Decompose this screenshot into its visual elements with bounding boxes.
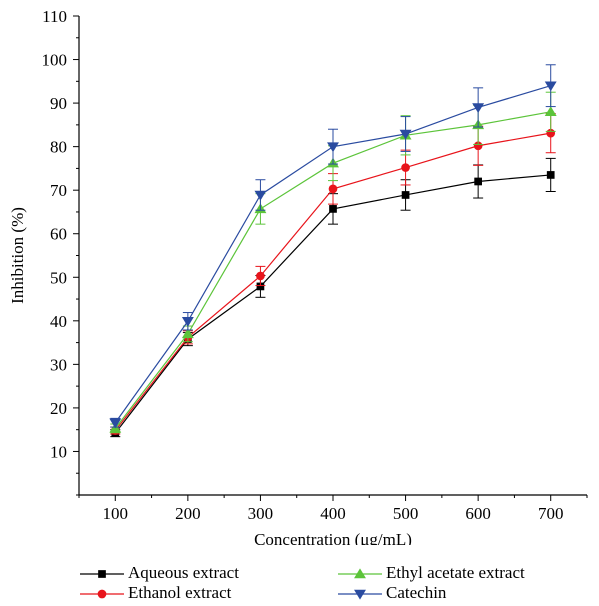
y-tick-label: 100 (42, 51, 68, 70)
data-point (399, 129, 412, 140)
legend-swatch-square-icon (80, 570, 124, 578)
data-point (327, 142, 339, 153)
legend-label: Catechin (386, 583, 447, 602)
data-point (401, 191, 410, 199)
x-tick-label: 700 (538, 504, 564, 523)
data-point (328, 184, 338, 194)
x-tick-label: 400 (320, 504, 346, 523)
legend-marker (97, 589, 107, 599)
y-tick-label: 60 (50, 225, 67, 244)
y-tick-label: 80 (50, 138, 67, 157)
y-tick-label: 50 (50, 268, 67, 287)
y-tick-label: 40 (50, 312, 67, 331)
x-tick-label: 100 (103, 504, 129, 523)
data-point (544, 81, 557, 92)
data-point (474, 177, 482, 186)
y-tick-label: 90 (50, 94, 67, 113)
data-point (473, 141, 483, 151)
inhibition-chart: 10 20 30 40 50 60 70 80 90 100 110 100 200 300 400 500 6… (8, 7, 588, 545)
x-tick-label: 200 (175, 504, 201, 523)
data-point (109, 418, 122, 429)
series-layer (109, 64, 557, 438)
y-axis-label: Inhibition (%) (8, 207, 27, 304)
legend-swatch-triangle-up-icon (338, 568, 382, 579)
series-catechin (109, 64, 557, 429)
data-point (329, 205, 337, 213)
data-point (546, 171, 555, 179)
legend-marker (354, 568, 366, 579)
y-tick-label: 70 (50, 181, 67, 200)
data-point (181, 328, 194, 339)
data-point (181, 317, 194, 327)
legend-swatch-circle-icon (80, 589, 124, 599)
y-tick-label: 110 (42, 7, 67, 26)
y-tick-label: 30 (50, 355, 67, 374)
data-point (544, 106, 557, 116)
data-point (256, 271, 265, 281)
legend-label: Ethyl acetate extract (386, 563, 525, 582)
y-tick-label: 10 (50, 442, 67, 461)
data-point (254, 190, 267, 201)
x-tick-label: 300 (248, 504, 274, 523)
axes: 10 20 30 40 50 60 70 80 90 100 110 100 200 300 400 500 6… (42, 7, 588, 523)
data-point (401, 163, 410, 172)
data-point (472, 103, 485, 114)
legend-swatch-triangle-down-icon (338, 589, 382, 600)
legend-label: Ethanol extract (128, 583, 232, 602)
x-tick-label: 600 (465, 504, 491, 523)
legend-label: Aqueous extract (128, 563, 239, 582)
legend-marker (98, 570, 106, 578)
data-point (256, 282, 265, 291)
y-tick-label: 20 (50, 399, 67, 418)
x-axis-label: Concentration (μg/mL) (254, 530, 412, 545)
x-tick-label: 500 (393, 504, 419, 523)
legend-marker (354, 589, 366, 600)
